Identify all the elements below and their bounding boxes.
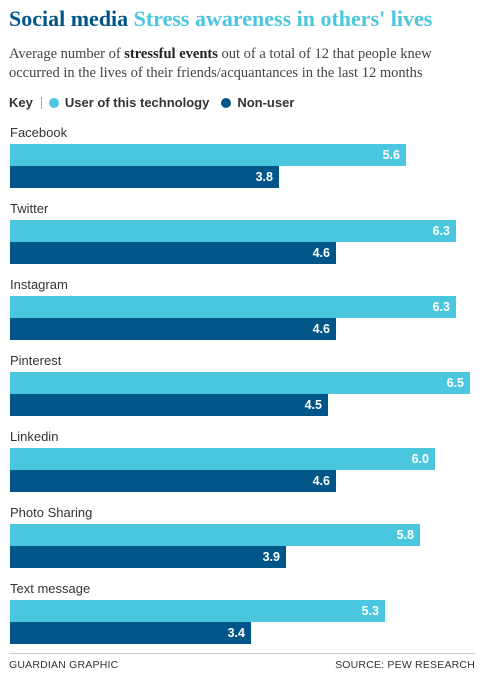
footer-source: Source: Pew Research <box>335 659 475 671</box>
legend: Key User of this technology Non-user <box>9 94 306 112</box>
bar-user-pinterest: 6.5 <box>10 372 470 394</box>
bar-value-label: 5.8 <box>396 528 414 542</box>
bar-value-label: 3.8 <box>255 170 273 184</box>
bar-value-label: 3.9 <box>262 550 280 564</box>
bar-value-label: 4.6 <box>312 322 330 336</box>
category-label-instagram: Instagram <box>10 277 68 292</box>
bar-value-label: 6.0 <box>411 452 429 466</box>
bar-value-label: 5.6 <box>382 148 400 162</box>
bar-user-linkedin: 6.0 <box>10 448 435 470</box>
title-topic: Social media <box>9 6 129 31</box>
bar-value-label: 6.5 <box>446 376 464 390</box>
subtitle-before: Average number of <box>9 46 125 62</box>
bar-value-label: 4.6 <box>312 474 330 488</box>
category-label-text-message: Text message <box>10 581 91 596</box>
bar-user-twitter: 6.3 <box>10 220 456 242</box>
footer-divider <box>9 653 475 654</box>
chart-title: Social media Stress awareness in others'… <box>9 6 479 32</box>
category-label-pinterest: Pinterest <box>10 353 62 368</box>
bar-non-user-instagram: 4.6 <box>10 318 336 340</box>
bar-user-facebook: 5.6 <box>10 144 406 166</box>
legend-item-user: User of this technology <box>64 95 210 110</box>
bar-value-label: 4.5 <box>304 398 322 412</box>
legend-separator <box>40 97 42 109</box>
bar-value-label: 4.6 <box>312 246 330 260</box>
bar-chart: Facebook 5.6 3.8 Twitter 6.3 4.6 Instagram 6.3 4… <box>0 120 484 650</box>
legend-swatch-non-user <box>221 98 232 108</box>
bar-non-user-pinterest: 4.5 <box>10 394 328 416</box>
legend-swatch-user <box>48 98 59 108</box>
bar-non-user-facebook: 3.8 <box>10 166 279 188</box>
bar-user-photo-sharing: 5.8 <box>10 524 420 546</box>
category-label-photo-sharing: Photo Sharing <box>10 505 93 520</box>
subtitle-after: out of a total of 12 that people knew oc… <box>9 46 432 81</box>
bar-value-label: 6.3 <box>432 224 450 238</box>
bar-value-label: 5.3 <box>361 604 379 618</box>
category-label-linkedin: Linkedin <box>10 429 59 444</box>
bar-non-user-photo-sharing: 3.9 <box>10 546 286 568</box>
bar-user-instagram: 6.3 <box>10 296 456 318</box>
legend-key-label: Key <box>9 95 33 110</box>
chart-subtitle: Average number of stressful events out o… <box>9 45 479 83</box>
bar-user-text-message: 5.3 <box>10 600 385 622</box>
category-label-facebook: Facebook <box>10 125 68 140</box>
bar-value-label: 6.3 <box>432 300 450 314</box>
footer-credit: Guardian graphic <box>9 659 119 671</box>
title-headline: Stress awareness in others' lives <box>133 6 433 31</box>
bar-non-user-text-message: 3.4 <box>10 622 251 644</box>
category-label-twitter: Twitter <box>10 201 49 216</box>
subtitle-bold: stressful events <box>124 46 218 62</box>
bar-value-label: 3.4 <box>227 626 245 640</box>
bar-non-user-twitter: 4.6 <box>10 242 336 264</box>
bar-non-user-linkedin: 4.6 <box>10 470 336 492</box>
legend-item-non-user: Non-user <box>237 95 295 110</box>
